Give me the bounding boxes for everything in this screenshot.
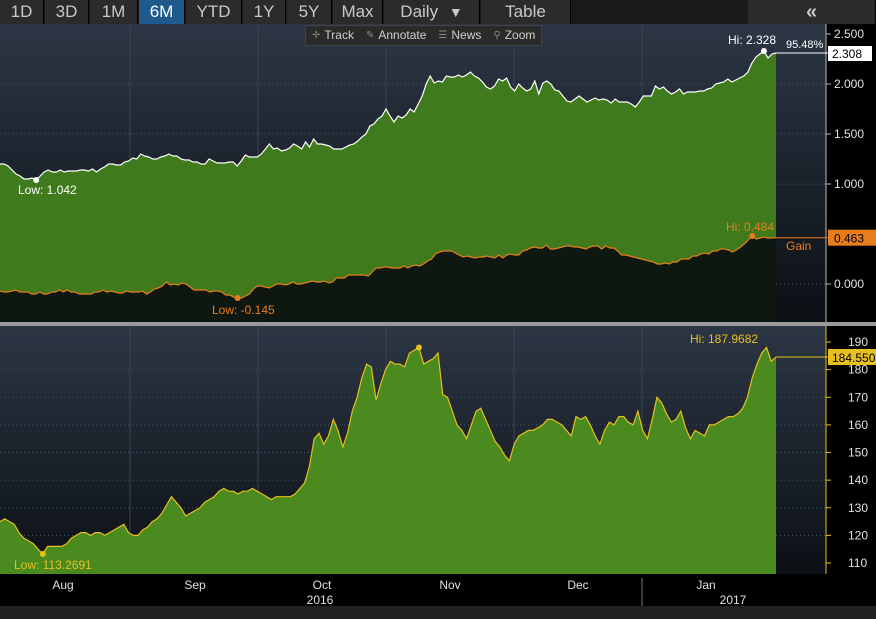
range-5y-button[interactable]: 5Y [287, 0, 332, 24]
lower-y-tick-label: 140 [848, 473, 868, 487]
track-label: Track [324, 28, 354, 42]
lower-last-badge [828, 349, 876, 365]
lower-y-tick-label: 160 [848, 418, 868, 432]
crosshair-icon: ✛ [312, 30, 321, 41]
upper-y-tick-label: 1.500 [834, 127, 864, 141]
gain-series-name: Gain [786, 239, 811, 253]
gain-line [0, 235, 777, 299]
track-button[interactable]: ✛ Track [306, 26, 360, 45]
lower-high-marker [415, 344, 422, 351]
lower-last-value: 184.550 [832, 351, 876, 365]
x-month-label: Dec [567, 578, 588, 592]
frequency-dropdown[interactable]: Daily ▼ [384, 0, 480, 24]
range-ytd-button[interactable]: YTD [186, 0, 242, 24]
pencil-icon: ✎ [365, 30, 375, 41]
toolbar: 1D 3D 1M 6M YTD 1Y 5Y Max Daily ▼ Table … [0, 0, 876, 24]
x-year-label: 2017 [720, 593, 747, 606]
lower-y-tick-label: 170 [848, 390, 868, 404]
table-button[interactable]: Table [481, 0, 571, 24]
price-pct-label: 95.48% [786, 39, 824, 51]
range-1m-button[interactable]: 1M [90, 0, 138, 24]
gain-last-value: 0.463 [834, 232, 864, 246]
gain-low-marker [234, 295, 241, 301]
price-line [0, 50, 777, 181]
gain-high-label: Hi: 0.484 [726, 220, 774, 234]
price-last-badge [828, 46, 872, 61]
x-month-label: Aug [52, 578, 73, 592]
price-low-marker [33, 177, 40, 183]
axes: 2.500 2.000 1.500 1.000 0.000 190 180 170 160 150… [0, 24, 876, 606]
lower-low-label: Low: 113.2691 [14, 558, 92, 572]
news-button[interactable]: ☰ News [432, 26, 487, 45]
lower-plot [0, 346, 777, 574]
range-1y-button[interactable]: 1Y [243, 0, 286, 24]
lower-high-label: Hi: 187.9682 [690, 332, 758, 346]
news-icon: ☰ [438, 30, 448, 41]
bottom-status-strip [0, 606, 876, 619]
panel-divider [0, 322, 876, 326]
price-high-marker [760, 48, 767, 54]
range-3d-button[interactable]: 3D [45, 0, 89, 24]
gain-area [0, 236, 776, 322]
price-low-label: Low: 1.042 [18, 183, 77, 197]
x-month-label: Oct [313, 578, 332, 592]
upper-y-tick-label: 2.500 [834, 27, 864, 41]
annotate-button[interactable]: ✎ Annotate [360, 26, 432, 45]
upper-y-tick-label: 0.000 [834, 277, 864, 291]
double-chevron-left-icon: « [805, 1, 818, 23]
x-axis-background [0, 574, 876, 606]
collapse-button[interactable]: « [748, 0, 876, 24]
lower-area [0, 347, 776, 574]
range-1d-button[interactable]: 1D [0, 0, 44, 24]
lower-y-tick-label: 130 [848, 501, 868, 515]
chart-subtoolbar: ✛ Track ✎ Annotate ☰ News ⚲ Zoom [305, 25, 543, 46]
lower-y-tick-label: 190 [848, 335, 868, 349]
gain-high-marker [749, 233, 756, 239]
lower-line [0, 346, 777, 555]
chart-canvas: 2.500 2.000 1.500 1.000 0.000 190 180 170 160 150… [0, 24, 876, 606]
news-label: News [451, 28, 482, 42]
price-last-value: 2.308 [832, 47, 862, 61]
x-month-label: Sep [184, 578, 206, 592]
x-year-label: 2016 [307, 593, 334, 606]
triangle-down-icon: ▼ [448, 4, 463, 20]
annotate-label: Annotate [378, 28, 427, 42]
magnifier-icon: ⚲ [493, 30, 501, 41]
annotations: Low: 1.042 Hi: 2.328 95.48% 2.308 Low: -0.14… [14, 33, 876, 572]
price-high-label: Hi: 2.328 [728, 33, 776, 47]
range-max-button[interactable]: Max [333, 0, 383, 24]
upper-plot [0, 50, 777, 322]
lower-low-marker [39, 550, 46, 557]
frequency-label: Daily [400, 2, 439, 21]
zoom-label: Zoom [504, 28, 536, 42]
lower-y-tick-label: 180 [848, 363, 868, 377]
range-6m-button[interactable]: 6M [139, 0, 185, 24]
x-month-label: Jan [696, 578, 715, 592]
upper-y-tick-label: 1.000 [834, 177, 864, 191]
x-month-label: Nov [439, 578, 460, 592]
gain-low-label: Low: -0.145 [212, 303, 275, 317]
lower-y-tick-label: 110 [848, 556, 867, 570]
upper-y-tick-label: 2.000 [834, 77, 864, 91]
lower-y-tick-label: 150 [848, 446, 868, 460]
gain-last-badge [828, 229, 876, 246]
lower-y-tick-label: 120 [848, 528, 868, 542]
zoom-button[interactable]: ⚲ Zoom [487, 26, 541, 45]
